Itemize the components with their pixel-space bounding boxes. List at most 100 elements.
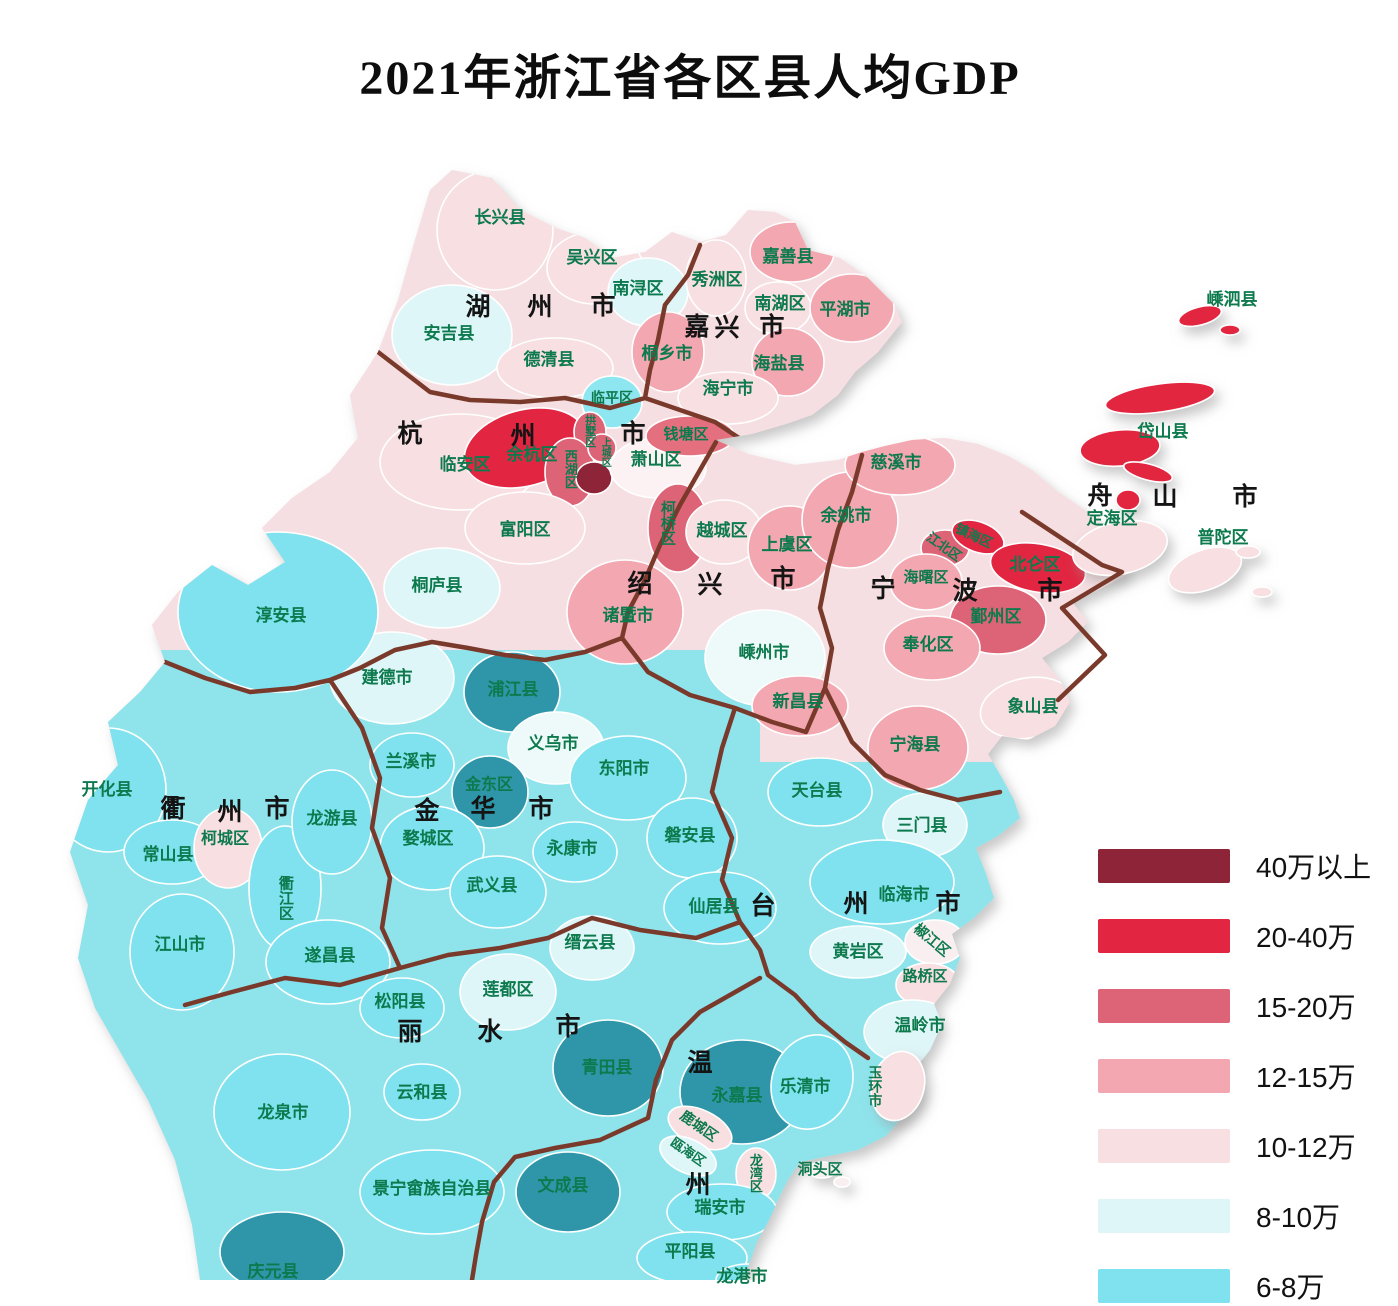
label-kaihua: 开化县	[81, 780, 133, 800]
legend-row-5: 8-10万	[1098, 1196, 1371, 1236]
label-wuxing: 吴兴区	[566, 248, 618, 268]
region-zhuji	[566, 559, 684, 665]
region-fuyang	[464, 491, 586, 565]
legend: 40万以上 20-40万 15-20万 12-15万 10-12万 8-10万 …	[1098, 846, 1371, 1306]
label-shengsi: 嵊泗县	[1206, 290, 1258, 310]
label-deqing: 德清县	[523, 350, 575, 370]
region-haining	[677, 371, 779, 425]
label-fuyang: 富阳区	[499, 520, 551, 540]
label-yinzhou: 鄞州区	[970, 607, 1022, 627]
region-anji	[391, 284, 513, 386]
legend-row-6: 6-8万	[1098, 1266, 1371, 1306]
city-label-hangzhou-0: 杭	[397, 419, 423, 448]
legend-swatch-12-15	[1098, 1059, 1230, 1093]
label-wuyi: 武义县	[466, 876, 518, 896]
label-ninghai: 宁海县	[889, 735, 941, 755]
island-putuo-3	[1251, 586, 1273, 598]
label-haining: 海宁市	[702, 379, 754, 399]
label-shengzhou: 嵊州市	[738, 643, 790, 663]
page-title: 2021年浙江省各区县人均GDP	[359, 52, 1021, 105]
region-suichang	[265, 919, 391, 1005]
label-beilun: 北仑区	[1009, 555, 1061, 575]
label-dinghai: 定海区	[1086, 509, 1138, 529]
label-xianju: 仙居县	[688, 897, 740, 917]
legend-swatch-8-10	[1098, 1199, 1230, 1233]
label-songyang: 松阳县	[374, 992, 426, 1012]
region-pingyang	[636, 1231, 748, 1280]
city-label-jiaxing-2: 市	[759, 312, 785, 341]
city-label-huzhou-1: 州	[527, 292, 553, 321]
island-putuo-1	[1167, 546, 1243, 594]
region-huangyan	[809, 925, 907, 979]
city-label-huzhou-0: 湖	[465, 292, 491, 321]
city-label-zhoushan-1: 山	[1152, 482, 1178, 511]
island-dongtou-2	[833, 1176, 851, 1188]
city-label-hangzhou-2: 市	[620, 419, 646, 448]
label-gongshu: 拱墅区	[583, 414, 596, 448]
island-dongtou-1	[807, 1161, 837, 1179]
island-shengsi-2	[1219, 324, 1241, 336]
region-pinghu	[809, 273, 895, 343]
island-daishan-4	[1115, 489, 1141, 511]
label-pingyang: 平阳县	[664, 1242, 716, 1262]
city-label-jiaxing-1: 兴	[714, 313, 740, 342]
legend-label-12-15: 12-15万	[1256, 1062, 1356, 1093]
label-yuecheng: 越城区	[696, 521, 748, 541]
legend-label-20-40: 20-40万	[1256, 922, 1356, 953]
label-yunhe: 云和县	[396, 1083, 448, 1103]
sea-boundary-ningbo-zhoushan	[1019, 509, 1125, 703]
label-jinyun: 缙云县	[564, 933, 616, 953]
label-daishan: 岱山县	[1137, 422, 1189, 442]
city-label-shaoxing-1: 兴	[697, 570, 723, 599]
region-wuyi	[449, 855, 547, 929]
label-yongjia: 永嘉县	[711, 1086, 763, 1106]
label-wencheng: 文成县	[537, 1176, 589, 1196]
label-xinchang: 新昌县	[772, 692, 824, 712]
legend-swatch-10-12	[1098, 1129, 1230, 1163]
region-fenghua	[883, 615, 981, 681]
legend-row-4: 10-12万	[1098, 1126, 1371, 1166]
legend-label-8-10: 8-10万	[1256, 1202, 1341, 1233]
label-haiyan: 海盐县	[753, 354, 805, 374]
city-label-taizhou-2: 市	[935, 889, 961, 918]
city-label-lishui-0: 丽	[397, 1017, 423, 1046]
label-suichang: 遂昌县	[304, 946, 356, 966]
region-wencheng	[515, 1151, 621, 1233]
label-linhai: 临海市	[878, 885, 930, 905]
region-jingning	[359, 1149, 505, 1235]
label-shangcheng: 上城区	[599, 437, 611, 467]
city-label-quzhou-1: 州	[217, 797, 243, 826]
city-label-jinhua-0: 金	[414, 796, 440, 825]
legend-row-1: 20-40万	[1098, 916, 1371, 956]
legend-swatch-6-8	[1098, 1269, 1230, 1303]
region-ouhai	[659, 1135, 717, 1177]
city-label-wenzhou-1: 州	[685, 1170, 711, 1199]
label-xiaoshan: 萧山区	[630, 450, 682, 470]
city-label-jinhua-2: 市	[528, 794, 554, 823]
label-longgang: 龙港市	[716, 1267, 768, 1287]
region-qingyuan	[219, 1211, 345, 1280]
label-longwan: 龙湾区	[747, 1153, 763, 1193]
label-linping: 临平区	[591, 389, 633, 406]
legend-row-2: 15-20万	[1098, 986, 1371, 1026]
label-shangyu: 上虞区	[761, 535, 813, 555]
legend-swatch-40plus	[1098, 849, 1230, 883]
legend-label-10-12: 10-12万	[1256, 1132, 1356, 1163]
island-shengsi-1	[1177, 304, 1223, 328]
city-label-zhoushan-2: 市	[1232, 482, 1258, 511]
region-haishu	[889, 553, 963, 611]
label-wenling: 温岭市	[894, 1016, 946, 1036]
island-daishan-3	[1122, 461, 1174, 483]
legend-swatch-20-40	[1098, 919, 1230, 953]
label-zhuji: 诸暨市	[602, 606, 654, 626]
label-luqiao: 路桥区	[902, 968, 948, 986]
label-yongkang: 永康市	[546, 839, 598, 859]
region-dongyang	[569, 735, 687, 821]
region-shangcheng	[587, 433, 617, 463]
label-jiande: 建德市	[361, 668, 413, 688]
region-linhai	[809, 839, 955, 925]
label-jiashan: 嘉善县	[762, 247, 814, 267]
legend-label-6-8: 6-8万	[1256, 1272, 1325, 1303]
city-label-shaoxing-2: 市	[770, 564, 796, 593]
